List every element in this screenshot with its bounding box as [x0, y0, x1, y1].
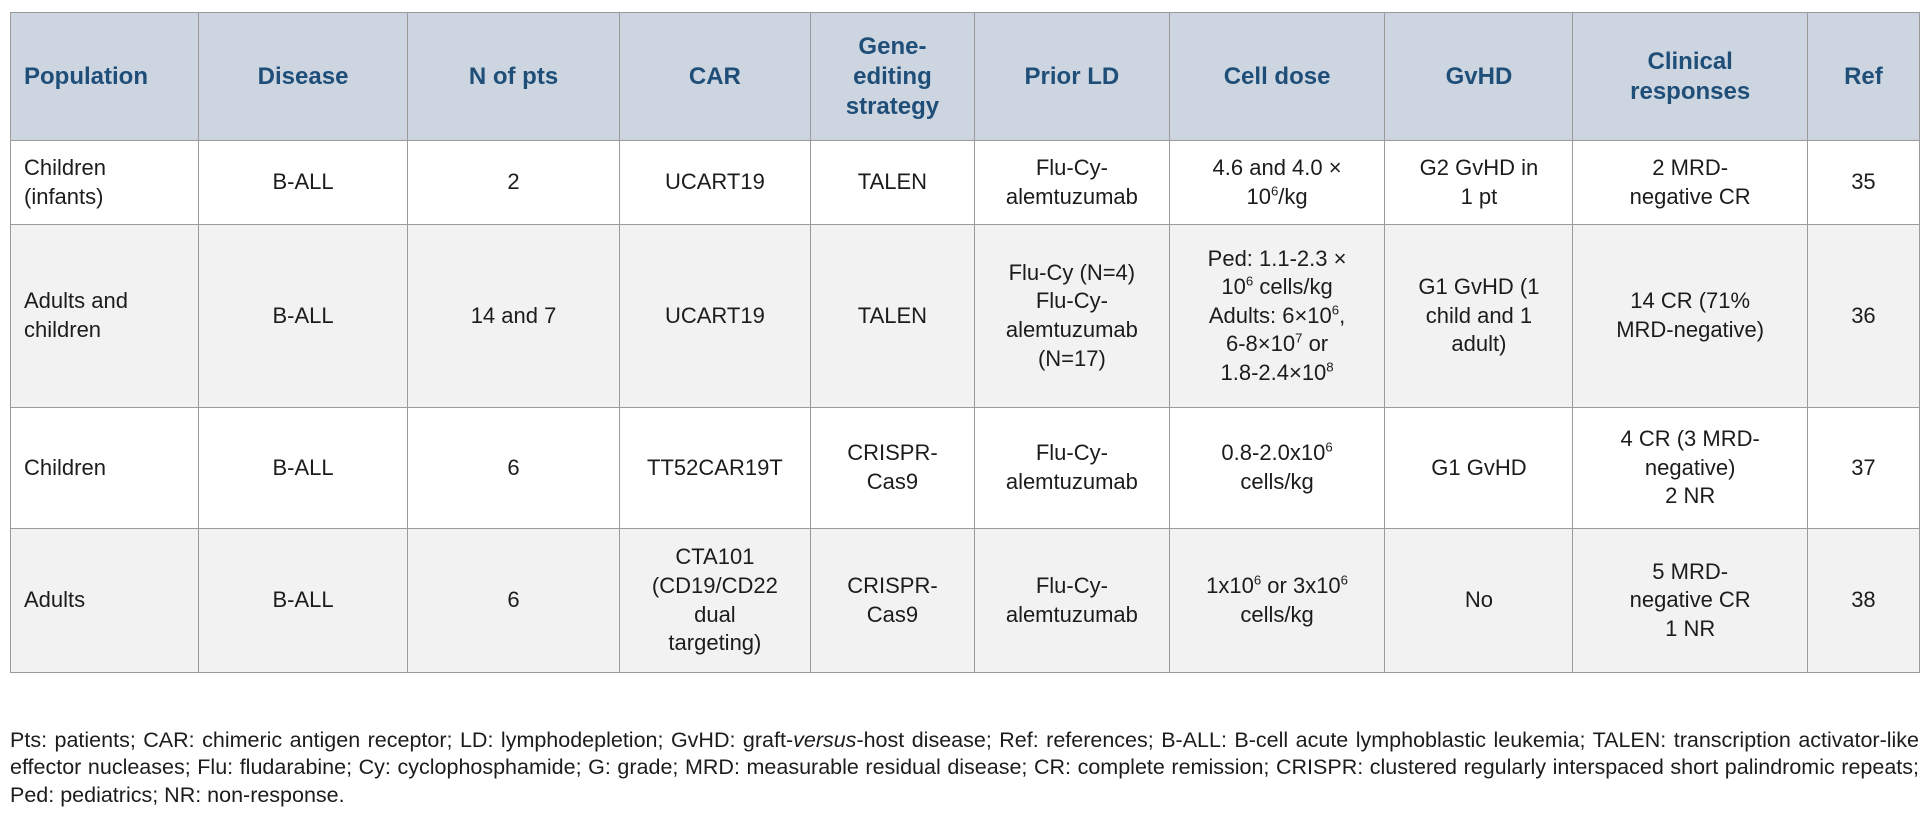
cell-n-of-pts: 2 [407, 140, 620, 225]
cell-cell-dose: 0.8-2.0x106 cells/kg [1168, 407, 1386, 529]
cell-gvhd: No [1384, 528, 1574, 673]
cell-population: Children [9, 407, 200, 529]
cell-disease: B-ALL [198, 140, 409, 225]
cell-disease: B-ALL [198, 407, 409, 529]
cell-gvhd: G2 GvHD in 1 pt [1384, 140, 1574, 225]
cell-car: UCART19 [618, 140, 811, 225]
cell-prior-ld: Flu-Cy-alemtuzumab [974, 407, 1170, 529]
table-row: Children B-ALL 6 TT52CAR19T CRISPR- Cas9 Flu-C… [9, 407, 1921, 529]
cell-gene-editing-strategy: CRISPR- Cas9 [809, 528, 976, 673]
cell-prior-ld: Flu-Cy-alemtuzumab [974, 528, 1170, 673]
cell-clinical-responses: 4 CR (3 MRD-negative) 2 NR [1572, 407, 1808, 529]
table-header-row: Population Disease N of pts CAR Gene-editing… [9, 12, 1921, 141]
cell-prior-ld: Flu-Cy-alemtuzumab [974, 140, 1170, 225]
cell-cell-dose: Ped: 1.1-2.3 × 106 cells/kg Adults: 6×106,… [1168, 224, 1386, 408]
cell-clinical-responses: 2 MRD-negative CR [1572, 140, 1808, 225]
cell-gvhd: G1 GvHD [1384, 407, 1574, 529]
cell-gene-editing-strategy: TALEN [809, 224, 976, 408]
cell-gene-editing-strategy: CRISPR- Cas9 [809, 407, 976, 529]
abbreviations-footnote: Pts: patients; CAR: chimeric antigen rec… [10, 727, 1919, 807]
table-row: Adults B-ALL 6 CTA101 (CD19/CD22 dual targetin… [9, 528, 1921, 673]
column-header-gvhd: GvHD [1384, 12, 1574, 141]
column-header-cell-dose: Cell dose [1168, 12, 1386, 141]
cell-ref: 38 [1806, 528, 1921, 673]
column-header-population: Population [9, 12, 200, 141]
cell-car: CTA101 (CD19/CD22 dual targeting) [618, 528, 811, 673]
column-header-clinical-responses: Clinical responses [1572, 12, 1808, 141]
table-row: Children (infants) B-ALL 2 UCART19 TALEN Flu-C… [9, 140, 1921, 225]
cell-n-of-pts: 14 and 7 [407, 224, 620, 408]
cell-gvhd: G1 GvHD (1 child and 1 adult) [1384, 224, 1574, 408]
column-header-disease: Disease [198, 12, 409, 141]
cell-ref: 35 [1806, 140, 1921, 225]
column-header-ref: Ref [1806, 12, 1921, 141]
column-header-car: CAR [618, 12, 811, 141]
column-header-gene-editing-strategy: Gene-editing strategy [809, 12, 976, 141]
cell-car: TT52CAR19T [618, 407, 811, 529]
cell-disease: B-ALL [198, 224, 409, 408]
column-header-n-of-pts: N of pts [407, 12, 620, 141]
cell-gene-editing-strategy: TALEN [809, 140, 976, 225]
cell-ref: 36 [1806, 224, 1921, 408]
cell-n-of-pts: 6 [407, 528, 620, 673]
column-header-prior-ld: Prior LD [974, 12, 1170, 141]
cell-ref: 37 [1806, 407, 1921, 529]
cell-prior-ld: Flu-Cy (N=4) Flu-Cy-alemtuzumab (N=17) [974, 224, 1170, 408]
table-row: Adults and children B-ALL 14 and 7 UCART19 TA… [9, 224, 1921, 408]
cell-disease: B-ALL [198, 528, 409, 673]
cell-clinical-responses: 14 CR (71% MRD-negative) [1572, 224, 1808, 408]
cell-car: UCART19 [618, 224, 811, 408]
cell-n-of-pts: 6 [407, 407, 620, 529]
cell-clinical-responses: 5 MRD-negative CR 1 NR [1572, 528, 1808, 673]
cell-population: Adults and children [9, 224, 200, 408]
gene-edited-car-t-trials-table: Population Disease N of pts CAR Gene-editing… [9, 12, 1921, 673]
cell-cell-dose: 4.6 and 4.0 × 106/kg [1168, 140, 1386, 225]
cell-population: Adults [9, 528, 200, 673]
cell-population: Children (infants) [9, 140, 200, 225]
cell-cell-dose: 1x106 or 3x106 cells/kg [1168, 528, 1386, 673]
